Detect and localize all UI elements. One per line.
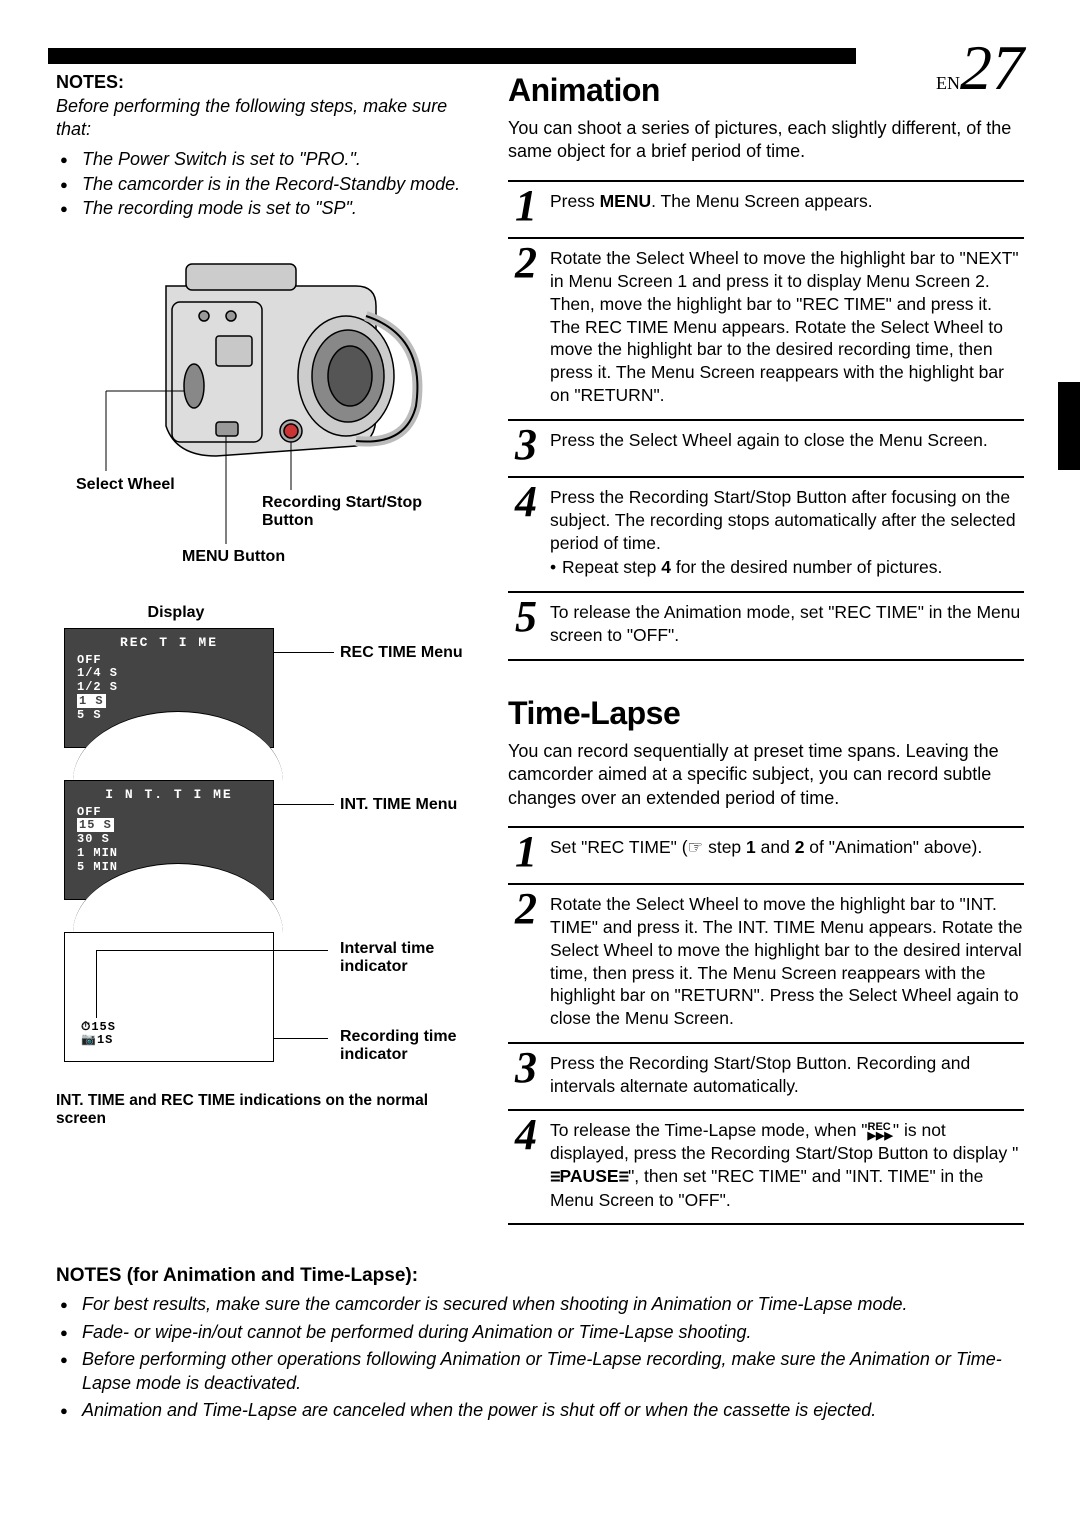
display-label: Display [0,604,476,622]
int-time-menu-label: INT. TIME Menu [340,796,457,814]
step-text: Press MENU. The Menu Screen appears. [550,186,1024,213]
page-number: EN27 [936,36,1024,100]
notes-intro: Before performing the following steps, m… [56,95,476,140]
lcd-title: I N T. T I ME [65,781,273,802]
notes-heading: NOTES: [56,72,476,93]
list-item: The Power Switch is set to "PRO.". [68,148,476,171]
step-text: To release the Time-Lapse mode, when "RE… [550,1115,1024,1211]
indicator-line: 📷1S [81,1034,116,1048]
step-number: 3 [508,1048,544,1088]
step-text: Press the Recording Start/Stop Button af… [550,482,1024,579]
step-number: 2 [508,889,544,929]
timelapse-desc: You can record sequentially at preset ti… [508,740,1024,810]
bottom-notes-heading: NOTES (for Animation and Time-Lapse): [56,1265,1024,1287]
notes-bullets: The Power Switch is set to "PRO.". The c… [56,148,476,220]
step-number: 2 [508,243,544,283]
lcd-item: 1/2 S [77,681,261,695]
animation-steps: 1Press MENU. The Menu Screen appears. 2R… [508,180,1024,661]
label-menu-button: MENU Button [182,548,285,566]
step-number: 3 [508,425,544,465]
indicator-block: ⏱15S 📷1S Interval time indicator Recordi… [56,932,476,1082]
step-text: Press the Recording Start/Stop Button. R… [550,1048,1024,1098]
timelapse-steps: 1Set "REC TIME" (☞ step 1 and 2 of "Anim… [508,826,1024,1226]
step-number: 1 [508,832,544,872]
page-prefix: EN [936,73,960,93]
recording-time-indicator-label: Recording time indicator [340,1028,480,1065]
list-item: The camcorder is in the Record-Standby m… [68,173,476,196]
interval-time-indicator-label: Interval time indicator [340,940,480,977]
page-big: 27 [960,32,1024,103]
step-text: Press the Select Wheel again to close th… [550,425,1024,452]
lcd-item: 1 MIN [77,847,261,861]
indicator-text: ⏱15S 📷1S [81,1021,116,1049]
label-select-wheel: Select Wheel [76,476,175,494]
animation-desc: You can shoot a series of pictures, each… [508,117,1024,164]
camera-figure: Select Wheel Recording Start/Stop Button… [66,256,466,576]
rec-time-block: REC T I ME OFF 1/4 S 1/2 S 1 S 5 S REC T… [56,628,476,756]
list-item: Animation and Time-Lapse are canceled wh… [68,1399,1024,1422]
label-recording-button: Recording Start/Stop Button [262,494,422,530]
step-number: 4 [508,482,544,522]
rec-time-menu-label: REC TIME Menu [340,644,463,662]
int-time-block: I N T. T I ME OFF 15 S 30 S 1 MIN 5 MIN … [56,780,476,908]
lcd-item: 30 S [77,833,261,847]
step-number: 5 [508,597,544,637]
lcd-item: 1/4 S [77,667,261,681]
edge-tab [1058,382,1080,470]
step-number: 1 [508,186,544,226]
lcd-item: 15 S [77,819,261,833]
step-text: Rotate the Select Wheel to move the high… [550,889,1024,1030]
bottom-notes-list: For best results, make sure the camcorde… [56,1293,1024,1422]
step-text: Set "REC TIME" (☞ step 1 and 2 of "Anima… [550,832,1024,859]
lcd-item: OFF [77,806,261,820]
indicator-caption: INT. TIME and REC TIME indications on th… [56,1092,456,1129]
list-item: The recording mode is set to "SP". [68,197,476,220]
indicator-line: ⏱15S [81,1021,116,1035]
int-time-lcd: I N T. T I ME OFF 15 S 30 S 1 MIN 5 MIN [64,780,274,900]
header-bar [48,48,856,64]
rec-time-lcd: REC T I ME OFF 1/4 S 1/2 S 1 S 5 S [64,628,274,748]
timelapse-title: Time-Lapse [508,695,1024,732]
step-text: To release the Animation mode, set "REC … [550,597,1024,647]
lcd-title: REC T I ME [65,629,273,650]
lcd-item: OFF [77,654,261,668]
list-item: For best results, make sure the camcorde… [68,1293,1024,1316]
lcd-item: 1 S [77,695,261,709]
list-item: Fade- or wipe-in/out cannot be performed… [68,1321,1024,1344]
list-item: Before performing other operations follo… [68,1348,1024,1395]
step-number: 4 [508,1115,544,1155]
step-text: Rotate the Select Wheel to move the high… [550,243,1024,406]
